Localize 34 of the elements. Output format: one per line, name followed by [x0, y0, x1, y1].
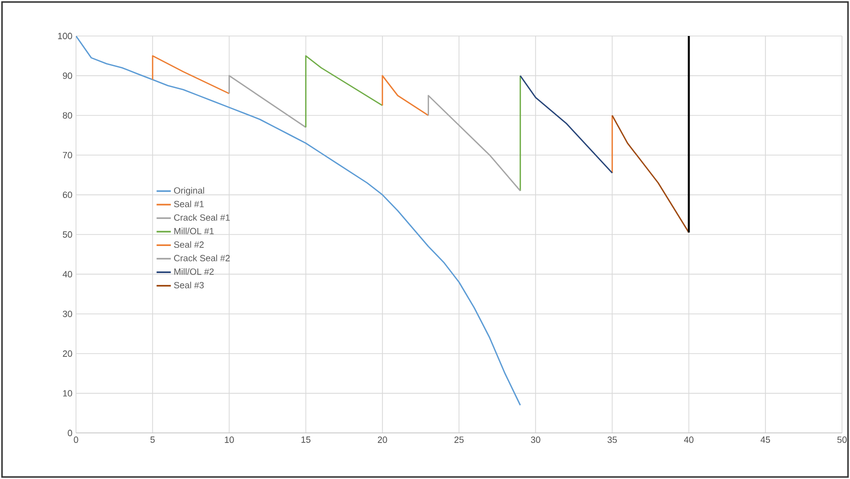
line-series — [520, 75, 613, 174]
y-tick-label: 40 — [62, 271, 72, 278]
legend-label: Mill/OL #1 — [174, 228, 214, 234]
line-series — [428, 94, 521, 192]
legend-label: Seal #1 — [174, 200, 204, 208]
y-tick-label: 50 — [62, 231, 72, 238]
x-tick-label: 45 — [760, 436, 770, 443]
x-tick-label: 15 — [301, 436, 310, 443]
y-tick-label: 10 — [63, 390, 72, 396]
y-tick-label: 60 — [62, 192, 72, 198]
legend-label: Crack Seal #2 — [174, 254, 230, 262]
legend-label: Original — [174, 187, 204, 196]
legend-label: Mill/OL #2 — [174, 268, 214, 275]
y-tick-label: 100 — [58, 32, 72, 40]
x-tick-label: 0 — [74, 436, 78, 443]
y-tick-label: 70 — [62, 152, 72, 158]
x-tick-label: 40 — [684, 436, 694, 443]
legend-label: Seal #3 — [174, 282, 204, 288]
x-tick-label: 5 — [150, 436, 155, 443]
x-tick-label: 50 — [837, 436, 847, 443]
y-tick-label: 90 — [62, 72, 72, 79]
x-tick-label: 35 — [608, 436, 617, 443]
x-tick-label: 10 — [224, 436, 234, 443]
x-tick-label: 30 — [530, 436, 540, 443]
y-tick-label: 30 — [62, 310, 72, 318]
x-tick-label: 25 — [454, 436, 464, 443]
y-tick-label: 0 — [68, 430, 72, 436]
y-tick-label: 80 — [62, 112, 72, 119]
x-tick-label: 20 — [378, 436, 388, 443]
y-tick-label: 20 — [62, 350, 72, 357]
legend-label: Crack Seal #1 — [174, 214, 230, 221]
line-series — [612, 114, 690, 234]
line-series — [152, 55, 230, 94]
legend-label: Seal #2 — [174, 241, 204, 248]
